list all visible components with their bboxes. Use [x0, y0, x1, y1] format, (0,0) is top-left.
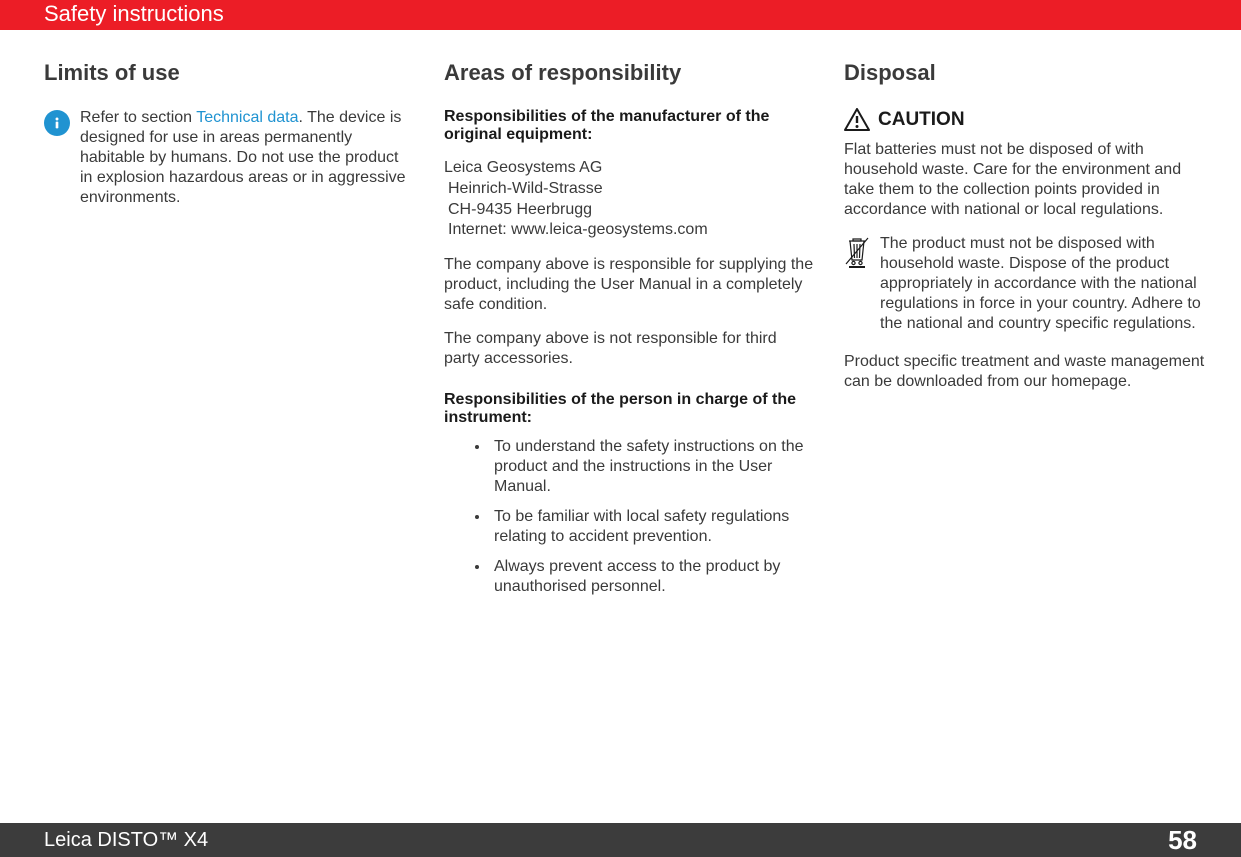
list-item: To understand the safety instructions on… [490, 437, 814, 497]
content-area: Limits of use Refer to section Technical… [0, 30, 1241, 607]
weee-block: The product must not be disposed with ho… [844, 234, 1214, 334]
list-item: To be familiar with local safety regulat… [490, 507, 814, 547]
header-bar: Safety instructions [0, 0, 1241, 30]
limits-pre: Refer to section [80, 109, 196, 126]
heading-limits: Limits of use [44, 60, 414, 86]
page-number: 58 [1168, 825, 1197, 856]
disposal-p1: Flat batteries must not be disposed of w… [844, 140, 1214, 220]
technical-data-link[interactable]: Technical data [196, 109, 298, 126]
header-title: Safety instructions [44, 1, 224, 27]
caution-label: CAUTION [878, 109, 965, 131]
responsibility-list: To understand the safety instructions on… [444, 437, 814, 597]
limits-text: Refer to section Technical data. The dev… [80, 108, 414, 208]
list-item: Always prevent access to the product by … [490, 557, 814, 597]
caution-row: CAUTION [844, 108, 1214, 132]
addr-line-4: Internet: www.leica-geosystems.com [444, 220, 814, 241]
responsibility-p2: The company above is not responsible for… [444, 329, 814, 369]
heading-disposal: Disposal [844, 60, 1214, 86]
warning-icon [844, 108, 870, 132]
responsibility-p1: The company above is responsible for sup… [444, 255, 814, 315]
weee-text: The product must not be disposed with ho… [880, 234, 1214, 334]
heading-responsibility: Areas of responsibility [444, 60, 814, 86]
subhead-manufacturer: Responsibilities of the manufacturer of … [444, 108, 814, 144]
addr-line-1: Leica Geosystems AG [444, 158, 814, 179]
column-limits: Limits of use Refer to section Technical… [44, 60, 414, 607]
addr-line-2: Heinrich-Wild-Strasse [444, 179, 814, 200]
footer-bar: Leica DISTO™ X4 58 [0, 823, 1241, 857]
disposal-p2: Product specific treatment and waste man… [844, 352, 1214, 392]
column-responsibility: Areas of responsibility Responsibilities… [444, 60, 814, 607]
column-disposal: Disposal CAUTION Flat batteries must not… [844, 60, 1214, 607]
manufacturer-address: Leica Geosystems AG Heinrich-Wild-Strass… [444, 158, 814, 241]
subhead-person: Responsibilities of the person in charge… [444, 391, 814, 427]
info-icon [44, 110, 70, 136]
addr-line-3: CH-9435 Heerbrugg [444, 200, 814, 221]
product-name: Leica DISTO™ X4 [44, 829, 208, 852]
info-block: Refer to section Technical data. The dev… [44, 108, 414, 208]
weee-icon [844, 236, 870, 268]
